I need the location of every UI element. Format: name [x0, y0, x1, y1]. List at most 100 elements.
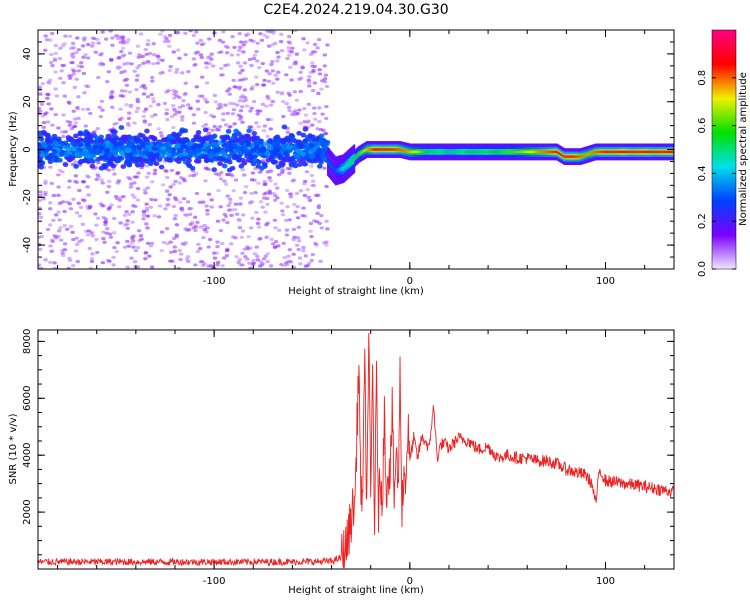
noise-cell: [96, 41, 101, 45]
noise-band-cell: [143, 158, 149, 164]
noise-band-cell: [207, 154, 214, 159]
noise-cell: [95, 216, 101, 220]
noise-cell: [48, 201, 53, 205]
noise-cell: [165, 242, 170, 246]
signal-cell: [436, 150, 439, 154]
signal-cell: [484, 150, 487, 154]
noise-cell: [214, 251, 219, 255]
noise-cell: [149, 265, 155, 269]
noise-cell: [90, 234, 95, 238]
noise-cell: [191, 57, 197, 61]
signal-cell: [378, 148, 381, 151]
signal-cell: [544, 150, 547, 154]
noise-cell: [39, 102, 45, 106]
noise-cell: [58, 226, 63, 230]
noise-band-cell: [47, 145, 53, 151]
noise-cell: [257, 66, 262, 70]
noise-cell: [239, 235, 245, 239]
noise-band-cell: [275, 164, 282, 170]
signal-cell: [622, 150, 625, 154]
noise-cell: [112, 122, 117, 126]
noise-cell: [132, 265, 138, 269]
signal-cell: [650, 150, 653, 154]
noise-cell: [158, 32, 163, 36]
signal-cell: [345, 163, 348, 169]
noise-cell: [192, 215, 198, 219]
noise-band-cell: [137, 145, 143, 151]
noise-cell: [254, 75, 259, 79]
signal-cell: [502, 150, 504, 154]
noise-cell: [45, 120, 51, 124]
signal-cell: [645, 150, 647, 154]
noise-cell: [131, 239, 136, 243]
noise-cell: [283, 218, 289, 223]
noise-cell: [56, 126, 61, 130]
signal-cell: [672, 150, 674, 154]
noise-cell: [261, 83, 267, 87]
noise-cell: [38, 247, 43, 251]
noise-cell: [237, 99, 243, 103]
noise-cell: [89, 44, 95, 48]
noise-cell: [184, 257, 190, 261]
noise-band-cell: [292, 163, 299, 169]
noise-cell: [302, 106, 307, 111]
noise-cell: [174, 67, 180, 71]
noise-cell: [212, 124, 217, 129]
noise-cell: [233, 202, 239, 206]
noise-band-cell: [306, 157, 312, 163]
noise-cell: [147, 254, 152, 258]
noise-band-cell: [186, 158, 192, 163]
signal-cell: [651, 150, 654, 154]
noise-band-cell: [137, 150, 144, 156]
noise-cell: [310, 89, 316, 93]
noise-cell: [238, 45, 243, 49]
noise-cell: [322, 77, 328, 81]
noise-band-cell: [118, 125, 125, 130]
noise-cell: [210, 128, 215, 132]
signal-cell: [417, 150, 419, 154]
noise-band-cell: [190, 137, 197, 143]
signal-cell: [590, 152, 593, 155]
noise-cell: [60, 134, 66, 139]
noise-cell: [218, 229, 224, 233]
noise-cell: [203, 61, 209, 65]
signal-cell: [415, 150, 417, 154]
noise-cell: [249, 191, 254, 196]
noise-cell: [271, 191, 276, 196]
signal-cell: [582, 154, 585, 158]
signal-cell: [518, 150, 521, 154]
signal-cell: [633, 150, 636, 154]
noise-cell: [83, 53, 88, 57]
noise-cell: [135, 106, 141, 110]
noise-band-cell: [201, 136, 207, 142]
noise-cell: [145, 186, 151, 190]
signal-cell: [512, 150, 515, 154]
noise-band-cell: [64, 145, 70, 151]
noise-cell: [80, 222, 85, 226]
noise-band-cell: [94, 141, 100, 146]
noise-cell: [140, 54, 146, 58]
colorbar-tick-label: 0.0: [697, 261, 708, 277]
noise-cell: [135, 97, 140, 101]
noise-cell: [120, 54, 125, 58]
noise-cell: [312, 117, 318, 121]
noise-band-cell: [104, 144, 111, 150]
snr-y-tick-label: 6000: [22, 386, 33, 411]
noise-cell: [61, 81, 66, 85]
noise-cell: [125, 239, 130, 243]
noise-cell: [309, 234, 314, 239]
noise-cell: [101, 230, 106, 234]
signal-cell: [511, 150, 514, 154]
noise-band-cell: [238, 134, 244, 140]
noise-cell: [302, 120, 307, 124]
noise-band-cell: [52, 140, 58, 145]
noise-cell: [164, 189, 170, 194]
noise-cell: [151, 42, 156, 46]
noise-cell: [66, 100, 72, 104]
noise-cell: [126, 116, 132, 120]
signal-cell: [380, 148, 383, 151]
noise-cell: [126, 175, 131, 180]
signal-cell: [413, 150, 415, 154]
signal-cell: [360, 151, 363, 155]
spectrogram-panel: -100 0 100 -40 -20 0 20 40 Height of straight l…: [8, 29, 675, 297]
